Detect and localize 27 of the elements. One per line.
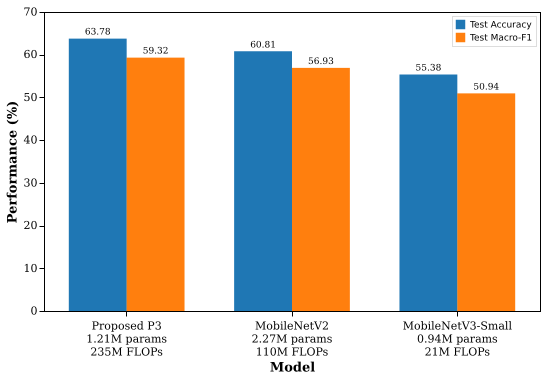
bar	[234, 51, 292, 311]
y-tick-label: 20	[24, 219, 38, 232]
y-tick-label: 70	[24, 6, 38, 18]
y-tick-label: 60	[24, 48, 38, 62]
data-label: 59.32	[142, 46, 168, 57]
y-tick-label: 50	[24, 90, 38, 104]
y-axis-title: Performance (%)	[6, 100, 21, 224]
data-label: 60.81	[250, 40, 276, 50]
legend-label: Test Accuracy	[469, 20, 532, 30]
data-label: 50.94	[473, 82, 500, 92]
bar	[126, 58, 185, 311]
y-tick-label: 40	[24, 134, 38, 147]
bar	[68, 38, 127, 311]
bar	[457, 93, 516, 311]
bar	[399, 74, 458, 311]
bar	[292, 68, 350, 311]
x-tick-label: Proposed P3 1.21M params 235M FLOPs	[86, 320, 168, 358]
y-tick-label: 30	[24, 176, 38, 190]
data-label: 56.93	[308, 56, 334, 67]
legend-label: Test Macro-F1	[469, 34, 532, 44]
x-tick-label: MobileNetV3-Small 0.94M params 21M FLOPs	[402, 320, 512, 358]
x-axis-title: Model	[270, 360, 316, 376]
y-tick-label: 0	[30, 304, 38, 318]
data-label: 63.78	[84, 28, 111, 38]
x-tick-label: MobileNetV2 2.27M params 110M FLOPs	[252, 320, 333, 358]
data-label: 55.38	[416, 63, 442, 74]
y-tick-label: 10	[24, 262, 38, 275]
